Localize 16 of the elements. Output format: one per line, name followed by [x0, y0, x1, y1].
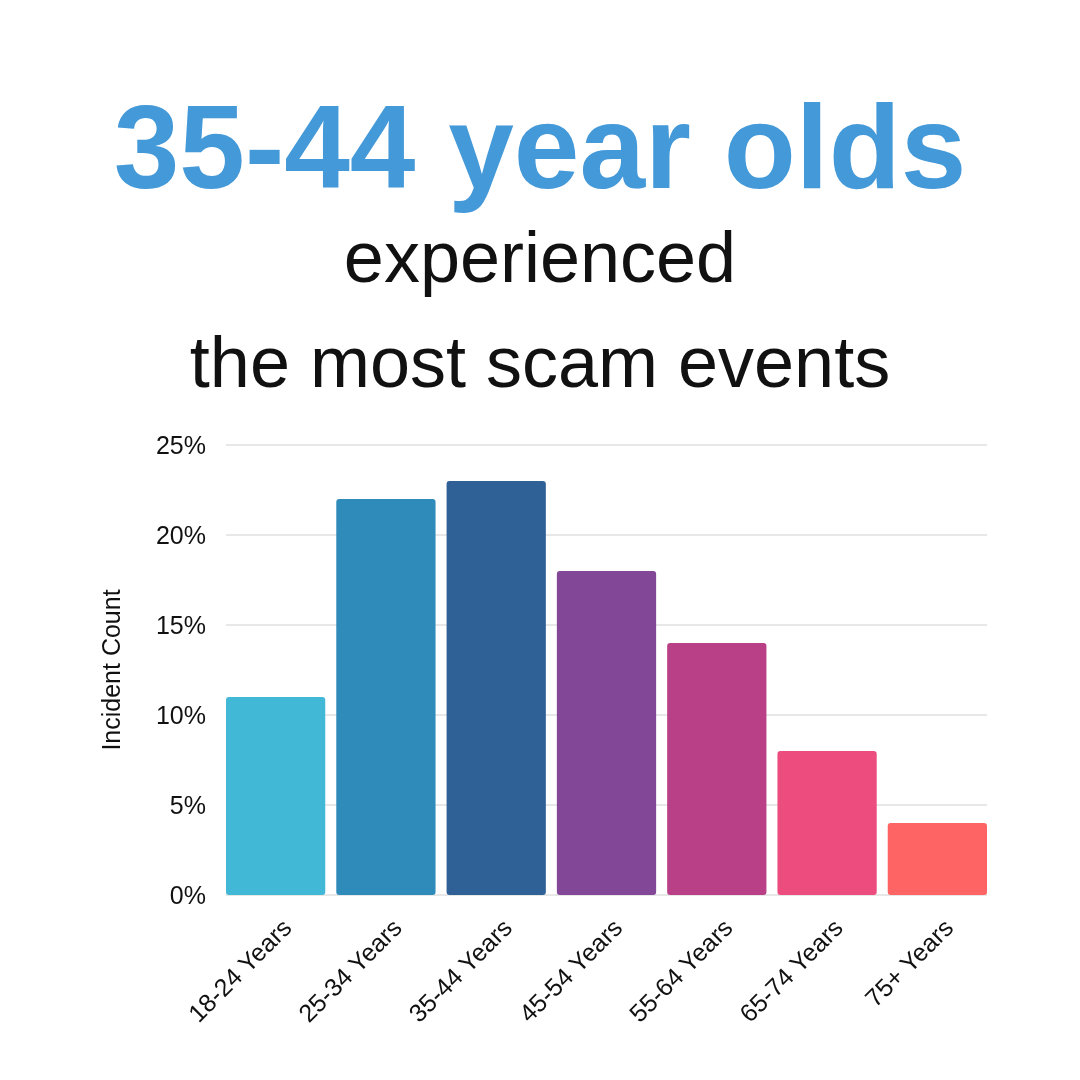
y-tick-label: 0% [169, 880, 206, 909]
chart-subtitle: experienced the most scam events [189, 217, 891, 402]
chart-title: 35-44 year olds [113, 81, 967, 213]
bar [446, 481, 546, 895]
bar [887, 823, 987, 895]
bar [556, 571, 657, 895]
y-tick-label: 20% [155, 520, 206, 549]
bar [667, 643, 767, 895]
y-axis-title: Incident Count [97, 589, 125, 751]
bar [336, 499, 436, 895]
bar [777, 751, 877, 895]
y-tick-label: 10% [155, 700, 206, 729]
y-tick-label: 25% [155, 430, 206, 459]
y-tick-label: 5% [169, 790, 206, 819]
bar [226, 697, 326, 895]
y-tick-label: 15% [155, 610, 206, 639]
